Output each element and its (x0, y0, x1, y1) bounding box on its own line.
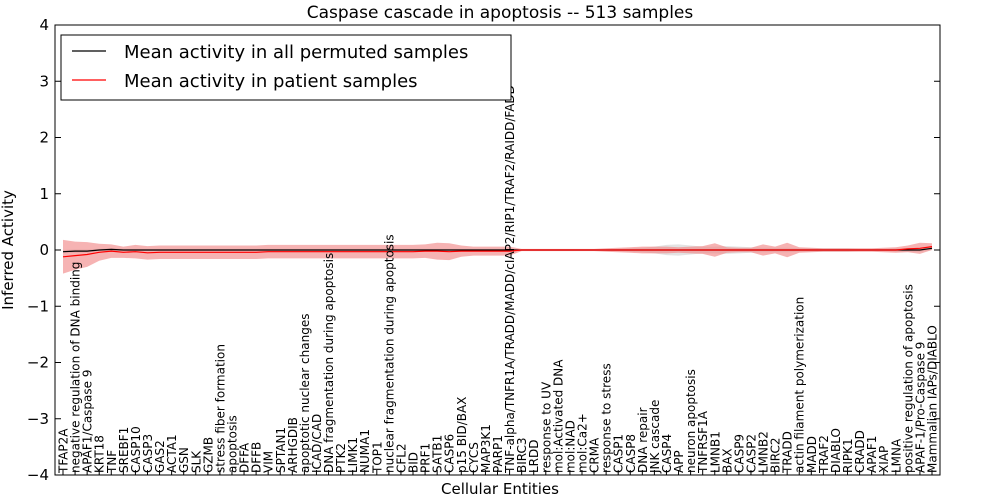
x-tick-label: Mammalian IAPs/DIABLO (926, 325, 940, 473)
x-tick-label: LRDD (527, 439, 541, 473)
x-tick-label: GZMB (201, 437, 215, 473)
x-tick-label: mol:Ca2+ (575, 413, 589, 473)
x-tick-label: APAF1 (865, 436, 879, 473)
x-tick-label: neuron apoptosis (684, 369, 698, 473)
x-tick-label: stress fiber formation (213, 344, 227, 473)
x-tick-label: TRAF2 (817, 435, 831, 474)
x-tick-label: CASP2 (744, 434, 758, 473)
x-tick-label: MADD (805, 436, 819, 473)
x-tick-label: TOP1 (370, 441, 384, 474)
x-tick-label: LMNB2 (757, 431, 771, 473)
x-tick-label: CRMA (588, 437, 602, 473)
x-tick-label: negative regulation of DNA binding (69, 262, 83, 473)
x-tick-label: TNF-alpha/TNFR1A/TRADD/MADD/cIAP2/RIP1/T… (503, 85, 517, 474)
x-tick-label: ARHGDIB (286, 417, 300, 473)
legend-label-patient: Mean activity in patient samples (124, 71, 418, 92)
y-tick-label: 0 (39, 241, 49, 259)
x-tick-label: CASP1 (612, 434, 626, 473)
x-tick-label: response to UV (539, 381, 553, 473)
x-tick-label: CASP8 (624, 434, 638, 473)
series-line-patient (62, 246, 933, 258)
x-tick-label: CYCS (467, 442, 481, 473)
x-tick-label: MAP3K1 (479, 424, 493, 473)
chart-title: Caspase cascade in apoptosis -- 513 samp… (307, 3, 694, 23)
x-tick-label: NUMA1 (358, 429, 372, 473)
y-tick-label: −3 (27, 410, 49, 428)
x-tick-label: SLK (189, 450, 203, 473)
y-tick-label: −1 (27, 297, 49, 315)
x-tick-label: LMNB1 (708, 431, 722, 473)
x-tick-label: positive regulation of apoptosis (901, 284, 915, 473)
x-tick-label: ACTA1 (165, 434, 179, 473)
y-tick-label: 2 (39, 129, 49, 147)
x-tick-label: APAF1/Caspase 9 (81, 369, 95, 473)
y-axis: −4 −3 −2 −1 0 1 2 3 4 (27, 16, 940, 484)
x-tick-label: CASP4 (660, 434, 674, 473)
x-tick-label: VIM (262, 451, 276, 473)
legend: Mean activity in all permuted samples Me… (60, 34, 512, 101)
y-tick-label: 3 (39, 72, 49, 90)
x-tick-label: XIAP (877, 446, 891, 473)
x-tick-label: apoptotic nuclear changes (298, 314, 312, 473)
x-tick-label: mol:NAD (563, 420, 577, 473)
x-tick-label: CASP10 (129, 426, 143, 473)
confidence-bands (63, 239, 932, 274)
x-tick-label: mol:Activated DNA (551, 359, 565, 473)
x-tick-label: PTK2 (334, 443, 348, 473)
x-tick-label: LMNA (889, 438, 903, 473)
x-tick-label: CRADD (853, 430, 867, 473)
x-tick-label: BIRC2 (769, 437, 783, 473)
legend-frame (60, 34, 512, 101)
x-tick-label: CASP6 (443, 434, 457, 473)
x-tick-label: p15 BID/BAX (455, 397, 469, 473)
x-tick-label: GSN (177, 447, 191, 473)
y-axis-label: Inferred Activity (0, 190, 17, 310)
x-tick-label: TFAP2A (57, 428, 71, 474)
x-tick-label: PRF1 (419, 443, 433, 473)
x-tick-label: DIABLO (829, 428, 843, 473)
y-tick-label: 1 (39, 185, 49, 203)
x-tick-label: DFFB (250, 442, 264, 473)
band-patient (63, 239, 932, 274)
x-tick-label: SPTAN1 (274, 427, 288, 473)
x-tick-label: GAS2 (153, 440, 167, 473)
x-tick-label: BIRC3 (515, 437, 529, 473)
series-lines (62, 246, 933, 258)
x-axis-label: Cellular Entities (441, 480, 559, 498)
x-tick-label: TRADD (781, 431, 795, 474)
x-tick-label: TNFRSF1A (696, 410, 710, 474)
y-tick-label: −4 (27, 466, 49, 484)
x-tick-label: CASP9 (732, 434, 746, 473)
x-tick-label: KRT18 (93, 435, 107, 473)
x-tick-label: DNA fragmentation during apoptosis (322, 253, 336, 473)
x-tick-label: APP (672, 450, 686, 473)
x-tick-label: LIMK1 (346, 437, 360, 473)
x-tick-label: SATB1 (431, 435, 445, 473)
x-tick-label: RIPK1 (841, 438, 855, 473)
x-tick-label: CASP3 (141, 434, 155, 473)
x-tick-label: SREBF1 (117, 427, 131, 473)
x-tick-label: nuclear fragmentation during apoptosis (382, 234, 396, 473)
x-tick-label: BAX (720, 448, 734, 473)
y-tick-label: 4 (39, 16, 49, 34)
x-tick-label: apoptosis (225, 415, 239, 473)
legend-label-permuted: Mean activity in all permuted samples (124, 42, 468, 63)
x-tick-label: JNK cascade (648, 400, 662, 474)
x-tick-label: response to stress (600, 363, 614, 473)
x-tick-label: CFL2 (394, 443, 408, 473)
x-tick-label: BID (407, 452, 421, 473)
x-tick-label: DFFA (238, 442, 252, 473)
x-tick-label: actin filament polymerization (793, 297, 807, 473)
x-tick-label: DNA repair (636, 407, 650, 473)
y-tick-label: −2 (27, 354, 49, 372)
x-tick-label: PARP1 (491, 435, 505, 473)
x-tick-label: TNF (105, 450, 119, 474)
x-tick-label: APAF-1/Pro-Caspase 9 (913, 342, 927, 473)
x-tick-label: ICAD/CAD (310, 414, 324, 473)
